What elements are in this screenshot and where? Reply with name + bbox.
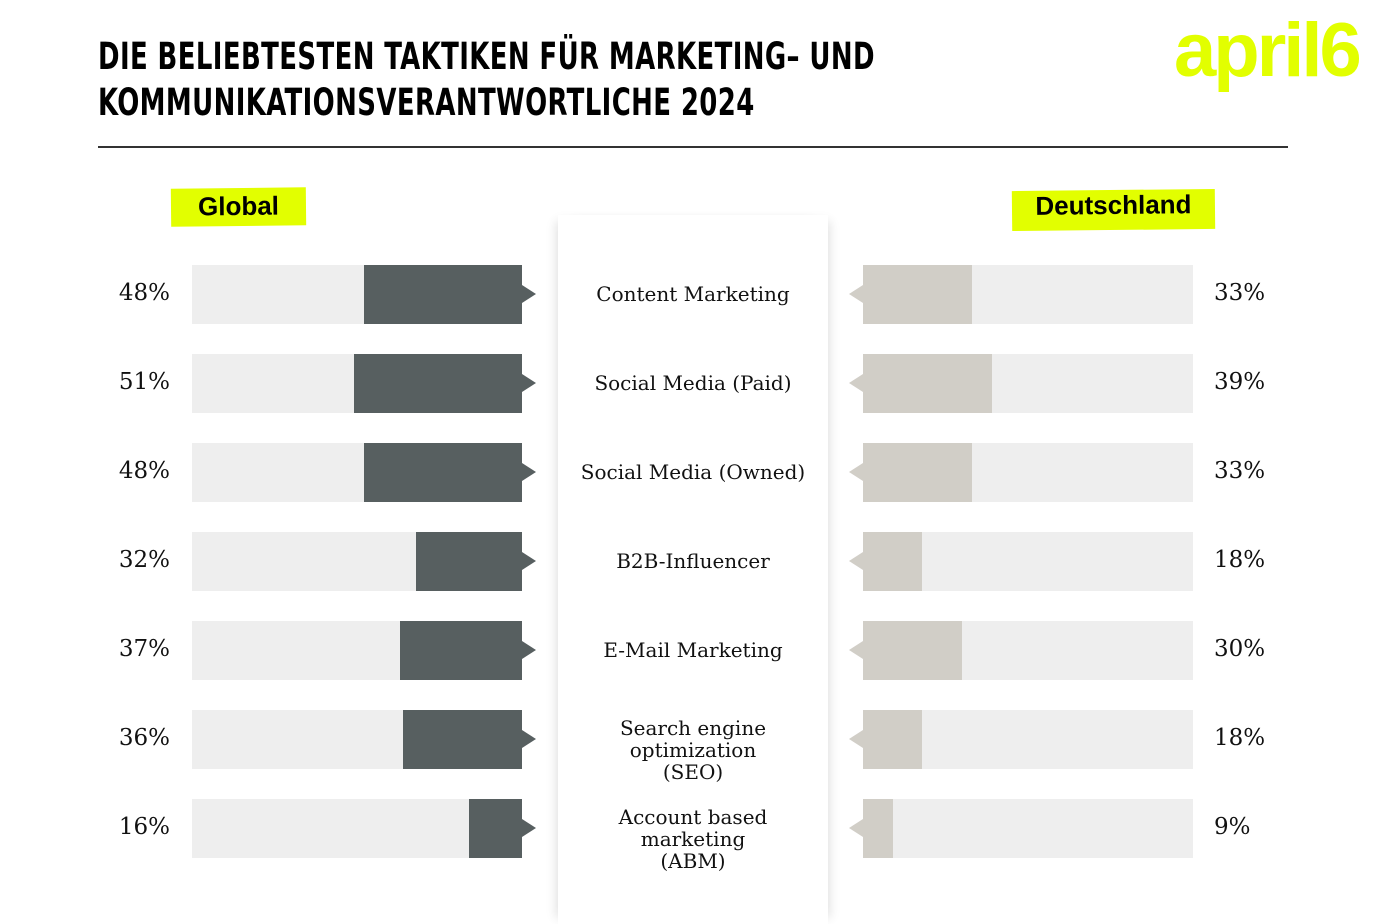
deutschland-bar <box>863 443 972 502</box>
global-bar <box>353 354 522 413</box>
global-value-label: 48% <box>118 458 170 484</box>
global-value-label: 16% <box>118 814 170 840</box>
arrow-left-icon <box>849 463 863 481</box>
global-bar <box>403 710 522 769</box>
category-label: E-Mail Marketing <box>603 638 783 662</box>
category-label: Search engine optimization (SEO) <box>619 716 767 784</box>
arrow-right-icon <box>522 552 536 570</box>
deutschland-value-label: 33% <box>1214 280 1266 306</box>
global-bar <box>469 799 522 858</box>
arrow-right-icon <box>522 463 536 481</box>
deutschland-track <box>849 354 1193 413</box>
deutschland-value-label: 9% <box>1214 814 1251 840</box>
global-value-label: 51% <box>118 369 170 395</box>
global-track <box>192 532 536 591</box>
arrow-right-icon <box>522 819 536 837</box>
april6-logo: april6 <box>1174 8 1362 93</box>
global-track <box>192 621 536 680</box>
deutschland-track <box>849 621 1193 680</box>
arrow-left-icon <box>849 374 863 392</box>
global-bar <box>363 265 522 324</box>
legend-deutschland: Deutschland <box>1011 188 1216 232</box>
global-value-label: 32% <box>118 547 170 573</box>
arrow-right-icon <box>522 641 536 659</box>
global-track <box>192 799 536 858</box>
deutschland-bar <box>863 710 923 769</box>
deutschland-track <box>849 710 1193 769</box>
arrow-right-icon <box>522 285 536 303</box>
deutschland-value-label: 18% <box>1214 725 1266 751</box>
arrow-left-icon <box>849 730 863 748</box>
arrow-right-icon <box>522 730 536 748</box>
deutschland-bar <box>863 354 992 413</box>
category-label: Social Media (Owned) <box>580 460 806 484</box>
global-bar <box>399 621 522 680</box>
deutschland-bar <box>863 532 923 591</box>
deutschland-value-label: 18% <box>1214 547 1266 573</box>
arrow-left-icon <box>849 641 863 659</box>
category-label: Content Marketing <box>596 282 790 306</box>
global-value-label: 48% <box>118 280 170 306</box>
page-title: DIE BELIEBTESTEN TAKTIKEN FÜR MARKETING–… <box>98 34 875 126</box>
arrow-right-icon <box>522 374 536 392</box>
global-bar <box>416 532 522 591</box>
category-label: Account based marketing (ABM) <box>618 805 768 873</box>
arrow-left-icon <box>849 285 863 303</box>
deutschland-bar <box>863 799 893 858</box>
category-column <box>558 215 828 924</box>
deutschland-track <box>849 443 1193 502</box>
arrow-left-icon <box>849 552 863 570</box>
divider <box>98 146 1288 148</box>
global-bar <box>363 443 522 502</box>
deutschland-value-label: 33% <box>1214 458 1266 484</box>
deutschland-bar <box>863 621 962 680</box>
global-track <box>192 354 536 413</box>
global-track <box>192 710 536 769</box>
title-line-2: KOMMUNIKATIONSVERANTWORTLICHE 2024 <box>98 81 755 124</box>
category-label: Social Media (Paid) <box>594 371 792 395</box>
title-line-1: DIE BELIEBTESTEN TAKTIKEN FÜR MARKETING–… <box>98 35 875 78</box>
global-value-label: 36% <box>118 725 170 751</box>
arrow-left-icon <box>849 819 863 837</box>
deutschland-track <box>849 799 1193 858</box>
global-track <box>192 265 536 324</box>
deutschland-bar <box>863 265 972 324</box>
category-label: B2B-Influencer <box>616 549 770 573</box>
legend-global: Global <box>170 187 307 227</box>
deutschland-track <box>849 265 1193 324</box>
global-track <box>192 443 536 502</box>
deutschland-value-label: 30% <box>1214 636 1266 662</box>
deutschland-value-label: 39% <box>1214 369 1266 395</box>
deutschland-track <box>849 532 1193 591</box>
global-value-label: 37% <box>118 636 170 662</box>
